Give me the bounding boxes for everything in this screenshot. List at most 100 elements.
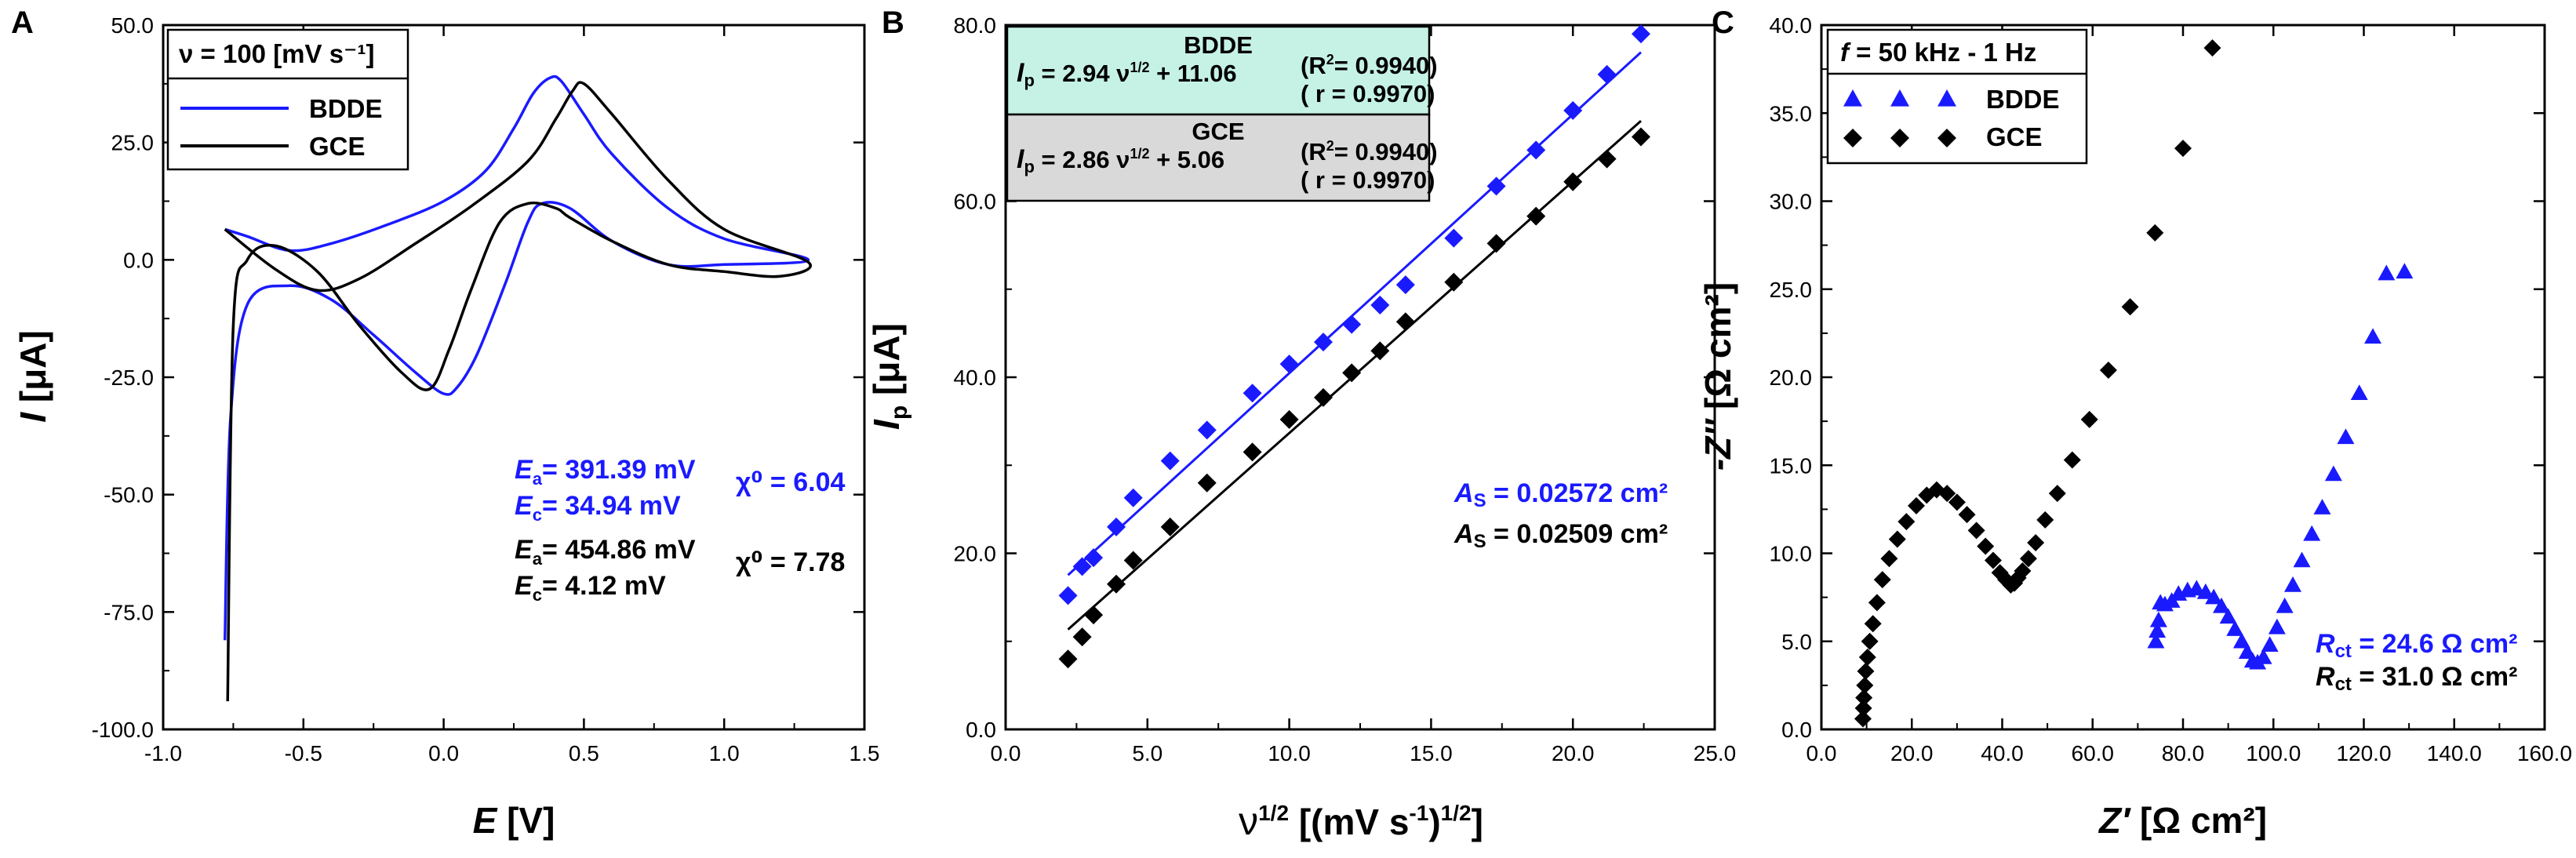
data-point-gce — [1072, 627, 1092, 647]
data-point-gce — [2027, 534, 2045, 552]
data-point-bdde — [2303, 525, 2321, 541]
ticks-c: 0.0 20.0 40.0 60.0 80.0 100.0 120.0 140.0 160.0 0… — [1770, 13, 2573, 765]
panel-letter-c: C — [1712, 5, 1734, 40]
y-tick-label-a: 0.0 — [123, 248, 154, 272]
data-point-bdde — [1486, 176, 1506, 196]
x-axis-title-a: E [V] — [473, 800, 555, 841]
y-tick-label-b: 40.0 — [954, 365, 997, 390]
x-tick-label-a: -1.0 — [144, 741, 182, 765]
data-point-gce — [1948, 493, 1966, 511]
data-point-bdde — [1395, 275, 1415, 295]
panel-letter-a: A — [11, 5, 34, 40]
data-point-bdde — [1342, 314, 1362, 334]
data-point-gce — [1897, 513, 1916, 531]
y-tick-label-a: -100.0 — [92, 718, 154, 742]
data-point-bdde — [1370, 295, 1390, 314]
legend-marker-bdde — [1843, 89, 1862, 107]
y-tick-label-c: 10.0 — [1770, 542, 1813, 566]
legend-marker-bdde — [1937, 89, 1956, 107]
data-point-gce — [1908, 496, 1926, 514]
y-tick-label-c: 30.0 — [1770, 190, 1813, 214]
data-point-bdde — [2313, 499, 2331, 514]
nyquist-points — [1854, 39, 2414, 728]
x-tick-label-a: -0.5 — [285, 741, 322, 765]
data-point-bdde — [2147, 632, 2165, 649]
x-tick-label-c: 20.0 — [1890, 741, 1934, 765]
data-point-gce — [1058, 649, 1078, 669]
panel-a: A -1.0 -0.5 0.0 0.5 1.0 1.5 -100.0 -75.0 -50.0 -2… — [11, 5, 879, 841]
gce-equation: Ip = 2.86 ν1/2 + 5.06 — [1017, 144, 1224, 176]
data-point-gce — [1395, 312, 1415, 332]
legend-label-bdde-c: BDDE — [1986, 85, 2060, 114]
data-point-bdde — [2364, 328, 2382, 344]
cv-curve-gce — [224, 81, 812, 702]
gce-ec-label: Ec= 4.12 mV — [515, 571, 666, 605]
data-point-gce — [1857, 662, 1875, 680]
data-point-gce — [1977, 537, 1995, 555]
data-point-gce — [1597, 149, 1617, 169]
data-point-gce — [1084, 605, 1104, 625]
data-point-gce — [1861, 632, 1879, 650]
x-tick-label-a: 1.0 — [709, 741, 740, 765]
x-tick-label-b: 5.0 — [1132, 741, 1162, 765]
ticks-a: -1.0 -0.5 0.0 0.5 1.0 1.5 -100.0 -75.0 -50.0 -25.… — [92, 13, 880, 765]
data-point-gce — [1880, 550, 1898, 568]
data-point-gce — [1854, 700, 1872, 718]
legend-title-a: ν = 100 [mV s⁻¹] — [179, 39, 374, 68]
data-point-gce — [1123, 551, 1143, 570]
data-point-bdde — [1444, 228, 1464, 248]
data-point-bdde — [2284, 576, 2302, 592]
data-point-bdde — [2324, 465, 2342, 482]
y-tick-label-c: 15.0 — [1770, 453, 1813, 478]
data-point-bdde — [1072, 557, 1092, 576]
data-point-gce — [1854, 710, 1872, 728]
data-point-gce — [1370, 341, 1390, 361]
bdde-ea-label: Ea= 391.39 mV — [515, 455, 696, 489]
data-point-bdde — [2212, 597, 2230, 613]
gce-r: ( r = 0.9970) — [1301, 166, 1435, 194]
x-tick-label-c: 80.0 — [2162, 741, 2205, 765]
data-point-gce — [2080, 410, 2098, 428]
data-point-gce — [1107, 574, 1126, 594]
peak-annotations-a: Ea= 391.39 mV Ec= 34.94 mV χ⁰ = 6.04 Ea=… — [515, 455, 845, 605]
y-tick-label-a: -75.0 — [104, 600, 154, 624]
legend-box-c — [1826, 28, 2088, 165]
data-point-bdde — [1123, 488, 1143, 507]
x-tick-label-c: 160.0 — [2517, 741, 2572, 765]
data-point-gce — [1486, 234, 1506, 253]
y-tick-label-c: 25.0 — [1770, 278, 1813, 302]
data-point-bdde — [1243, 384, 1262, 403]
data-point-bdde — [2261, 636, 2279, 653]
data-point-bdde — [1279, 354, 1299, 374]
y-tick-label-b: 0.0 — [966, 718, 996, 742]
data-point-bdde — [2149, 611, 2167, 627]
panel-letter-b: B — [882, 5, 904, 40]
x-tick-label-a: 1.5 — [850, 741, 880, 765]
data-point-gce — [1984, 551, 2002, 569]
data-point-gce — [1873, 571, 1891, 589]
data-point-gce — [2014, 562, 2032, 580]
data-point-bdde — [1197, 420, 1217, 440]
data-point-bdde — [2226, 620, 2244, 636]
bdde-equation: Ip = 2.94 ν1/2 + 11.06 — [1017, 58, 1237, 90]
data-point-gce — [1444, 272, 1464, 292]
data-point-gce — [1563, 172, 1583, 191]
data-point-gce — [1313, 387, 1333, 407]
x-tick-label-b: 25.0 — [1694, 741, 1737, 765]
data-point-bdde — [2219, 608, 2237, 624]
data-point-gce — [1888, 530, 1906, 548]
legend-marker-gce — [1937, 129, 1956, 147]
data-point-bdde — [2148, 622, 2167, 638]
y-tick-label-c: 5.0 — [1781, 630, 1812, 654]
cv-curves — [223, 75, 812, 702]
data-point-gce — [2203, 39, 2221, 57]
data-point-bdde — [2188, 580, 2206, 596]
data-point-gce — [1342, 363, 1362, 383]
data-point-gce — [1243, 442, 1262, 462]
y-tick-label-a: 50.0 — [111, 13, 155, 38]
x-tick-label-c: 100.0 — [2246, 741, 2301, 765]
data-point-bdde — [1563, 100, 1583, 120]
x-tick-label-c: 60.0 — [2072, 741, 2115, 765]
y-tick-label-c: 35.0 — [1770, 101, 1813, 125]
bdde-r2: (R2= 0.9940) — [1301, 52, 1438, 79]
